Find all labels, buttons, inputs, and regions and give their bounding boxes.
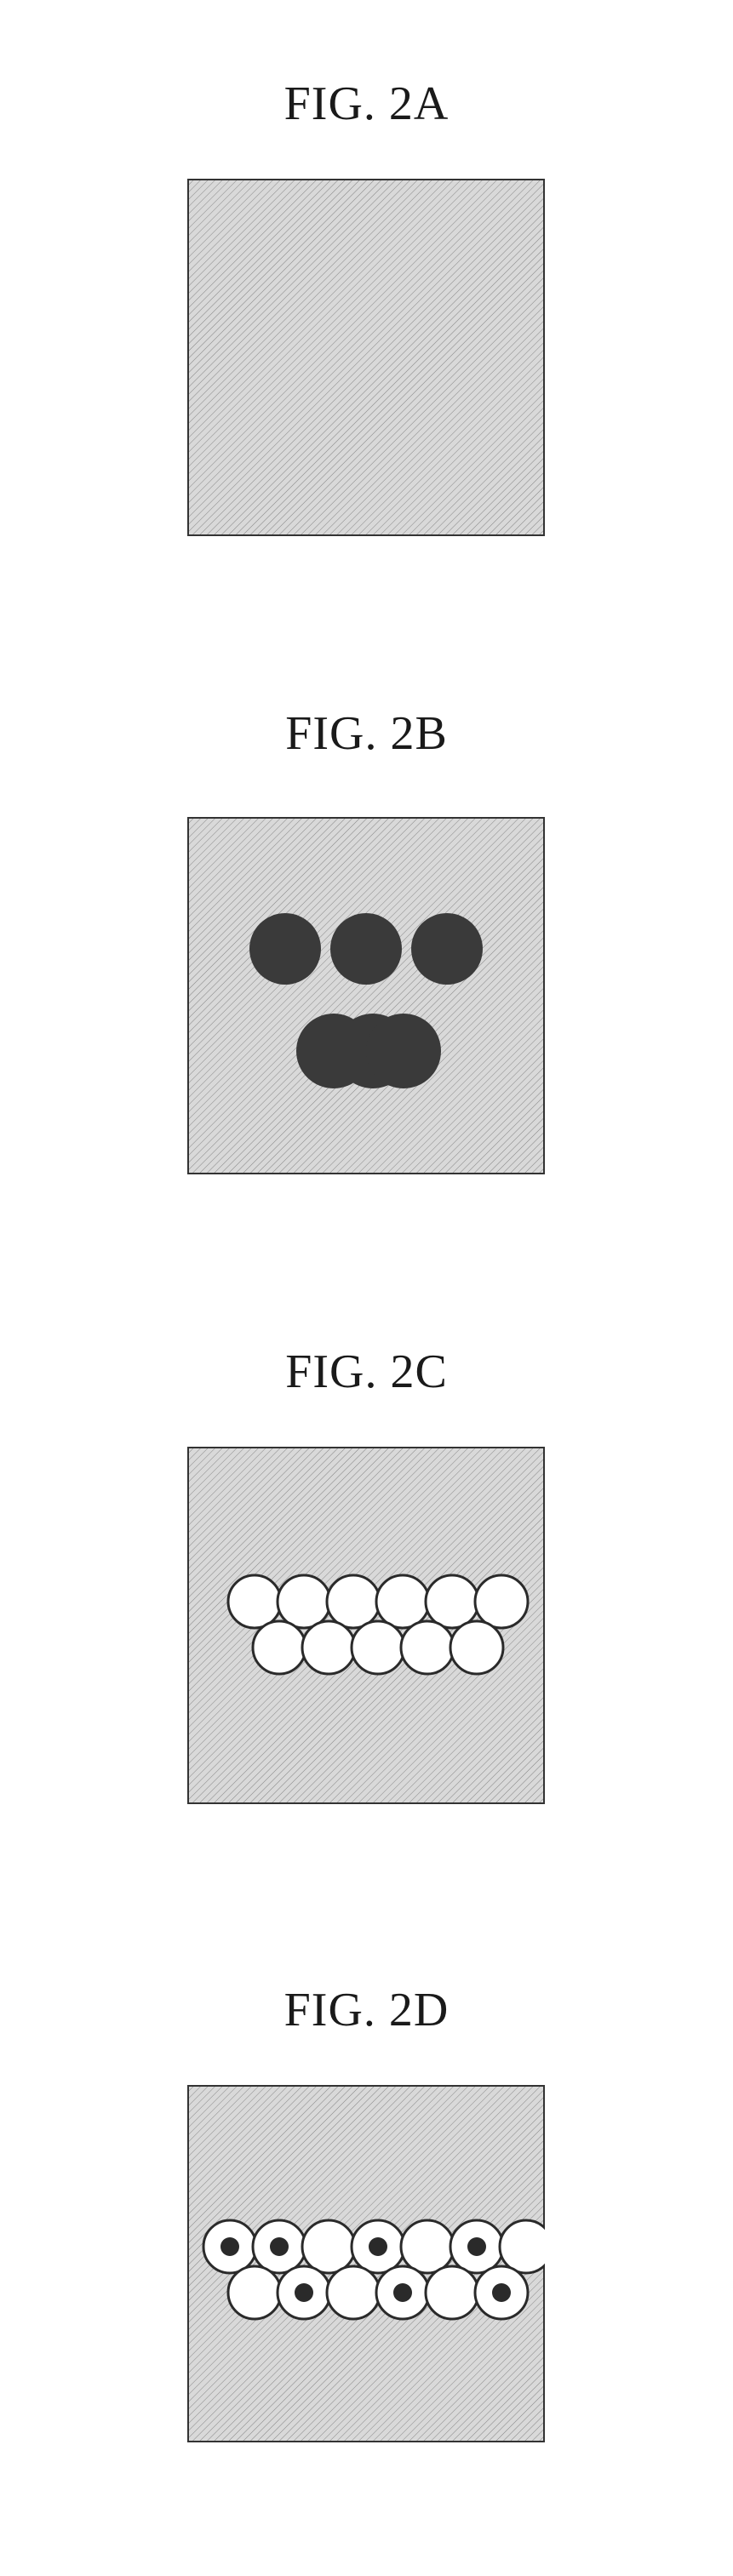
open-circle — [401, 1621, 454, 1674]
dark-droplet — [249, 913, 321, 985]
figure-label-d: FIG. 2D — [0, 1983, 733, 2037]
open-circle — [278, 1575, 330, 1628]
inner-dot — [492, 2283, 511, 2302]
dark-droplet-merged — [366, 1014, 441, 1088]
open-circle — [426, 1575, 478, 1628]
open-circle — [376, 1575, 429, 1628]
open-circle — [352, 1621, 404, 1674]
panel-svg-b — [187, 817, 545, 1174]
panel-svg-d — [187, 2085, 545, 2442]
open-circle — [253, 1621, 306, 1674]
figure-panel-b — [187, 817, 545, 1174]
open-circle — [401, 2220, 454, 2273]
figure-label-b: FIG. 2B — [0, 706, 733, 761]
dark-droplet — [411, 913, 483, 985]
figure-label-a: FIG. 2A — [0, 77, 733, 131]
open-circle — [450, 1621, 503, 1674]
inner-dot — [467, 2237, 486, 2256]
open-circle — [327, 1575, 380, 1628]
figure-label-c: FIG. 2C — [0, 1345, 733, 1399]
open-circle — [426, 2266, 478, 2319]
inner-dot — [393, 2283, 412, 2302]
open-circle — [302, 2220, 355, 2273]
open-circle — [475, 1575, 528, 1628]
panel-svg-c — [187, 1447, 545, 1804]
dark-droplet — [330, 913, 402, 985]
inner-dot — [369, 2237, 387, 2256]
panel-svg-a — [187, 179, 545, 536]
figure-panel-a — [187, 179, 545, 536]
open-circle — [228, 1575, 281, 1628]
inner-dot — [220, 2237, 239, 2256]
inner-dot — [270, 2237, 289, 2256]
figure-panel-c — [187, 1447, 545, 1804]
figure-panel-d — [187, 2085, 545, 2442]
inner-dot — [295, 2283, 313, 2302]
open-circle — [327, 2266, 380, 2319]
open-circle — [500, 2220, 545, 2273]
open-circle — [228, 2266, 281, 2319]
open-circle — [302, 1621, 355, 1674]
